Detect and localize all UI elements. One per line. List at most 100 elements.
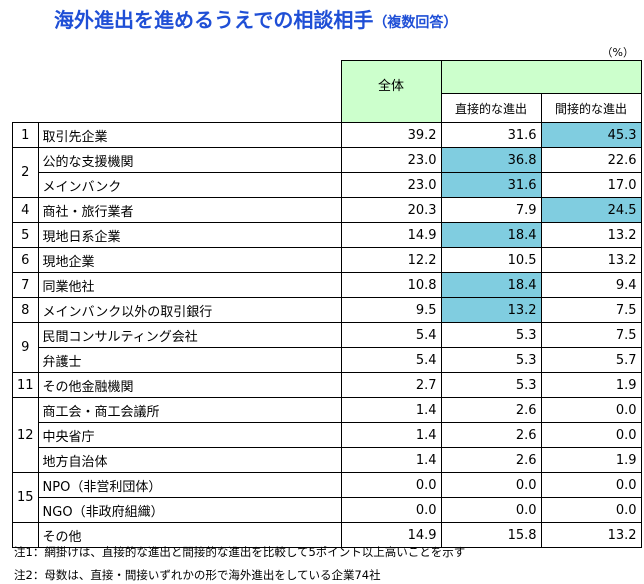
- header-total: 全体: [340, 60, 442, 123]
- partner-name: 中央省庁: [37, 422, 342, 448]
- total-value: 1.4: [340, 422, 442, 448]
- direct-value: 2.6: [440, 397, 542, 423]
- table-row: 15 NPO（非営利団体） 0.0 0.0 0.0: [12, 472, 642, 523]
- header-direct: 直接的な進出: [440, 93, 542, 123]
- partner-name: NGO（非政府組織）: [37, 497, 342, 523]
- total-value: 0.0: [340, 497, 442, 523]
- indirect-value: 9.4: [540, 272, 642, 298]
- note-1: 注1：網掛けは、直接的な進出と間接的な進出を比較して5ポイント以上高いことを示す: [14, 545, 466, 559]
- direct-value: 36.8: [440, 147, 542, 173]
- total-value: 14.9: [340, 222, 442, 248]
- partner-name: 弁護士: [37, 347, 342, 373]
- table-row: 8 メインバンク以外の取引銀行 9.5 13.2 7.5: [12, 297, 642, 323]
- table-row: 5 現地日系企業 14.9 18.4 13.2: [12, 222, 642, 248]
- rank-cell: 2: [12, 147, 39, 198]
- indirect-value: 0.0: [540, 497, 642, 523]
- partner-name: その他: [37, 522, 342, 548]
- partner-name: 民間コンサルティング会社: [37, 322, 342, 348]
- direct-value: 0.0: [440, 497, 542, 523]
- direct-value: 18.4: [440, 222, 542, 248]
- indirect-value: 22.6: [540, 147, 642, 173]
- partner-name: 現地日系企業: [37, 222, 342, 248]
- table-row: 7 同業他社 10.8 18.4 9.4: [12, 272, 642, 298]
- total-value: 14.9: [340, 522, 442, 548]
- table-row: 弁護士 5.4 5.3 5.7: [13, 347, 642, 373]
- direct-value: 2.6: [440, 447, 542, 473]
- title-sub: （複数回答）: [373, 15, 458, 31]
- table-body: 1 取引先企業 39.2 31.6 45.3 2 公的な支援機関 23.0 36.8 22.6 メイ…: [12, 122, 642, 548]
- table-row: NGO（非政府組織） 0.0 0.0 0.0: [13, 497, 642, 523]
- rank-cell: 7: [12, 272, 39, 298]
- table-row: 11 その他金融機関 2.7 5.3 1.9: [12, 372, 642, 398]
- direct-value: 13.2: [440, 297, 542, 323]
- direct-value: 7.9: [440, 197, 542, 223]
- total-value: 9.5: [340, 297, 442, 323]
- rank-cell: 15: [12, 472, 39, 523]
- total-value: 23.0: [340, 147, 442, 173]
- total-value: 12.2: [340, 247, 442, 273]
- partner-name: 現地企業: [37, 247, 342, 273]
- total-value: 20.3: [340, 197, 442, 223]
- table-row: 9 民間コンサルティング会社 5.4 5.3 7.5: [12, 322, 642, 373]
- header-indirect: 間接的な進出: [540, 93, 642, 123]
- direct-value: 15.8: [440, 522, 542, 548]
- title-main: 海外進出を進めるうえでの相談相手: [54, 8, 374, 32]
- table-row: 2 公的な支援機関 23.0 36.8 22.6: [12, 147, 642, 198]
- indirect-value: 24.5: [540, 197, 642, 223]
- indirect-value: 0.0: [540, 422, 642, 448]
- direct-value: 18.4: [440, 272, 542, 298]
- rank-cell: [12, 522, 39, 548]
- indirect-value: 7.5: [540, 297, 642, 323]
- total-value: 1.4: [340, 447, 442, 473]
- rank-cell: 11: [12, 372, 39, 398]
- table-row: 4 商社・旅行業者 20.3 7.9 24.5: [12, 197, 642, 223]
- table-row: その他 14.9 15.8 13.2: [12, 522, 642, 548]
- indirect-value: 5.7: [540, 347, 642, 373]
- total-value: 1.4: [340, 397, 442, 423]
- partner-name: 地方自治体: [37, 447, 342, 473]
- indirect-value: 0.0: [540, 472, 642, 498]
- indirect-value: 13.2: [540, 522, 642, 548]
- header-green-fill: [440, 59, 642, 94]
- table-row: 地方自治体 1.4 2.6 1.9: [13, 447, 642, 473]
- page-title: 海外進出を進めるうえでの相談相手（複数回答）: [54, 4, 457, 33]
- direct-value: 10.5: [440, 247, 542, 273]
- partner-name: 同業他社: [37, 272, 342, 298]
- partner-name: 商社・旅行業者: [37, 197, 342, 223]
- rank-cell: 1: [12, 122, 39, 148]
- partner-name: 商工会・商工会議所: [37, 397, 342, 423]
- total-value: 0.0: [340, 472, 442, 498]
- table-row: メインバンク 23.0 31.6 17.0: [13, 172, 642, 198]
- direct-value: 31.6: [440, 172, 542, 198]
- indirect-value: 1.9: [540, 447, 642, 473]
- indirect-value: 7.5: [540, 322, 642, 348]
- unit-label: （%）: [601, 46, 634, 59]
- table-row: 6 現地企業 12.2 10.5 13.2: [12, 247, 642, 273]
- total-value: 10.8: [340, 272, 442, 298]
- partner-name: メインバンク: [37, 172, 342, 198]
- rank-cell: 12: [12, 397, 39, 473]
- partner-name: その他金融機関: [37, 372, 342, 398]
- rank-cell: 6: [12, 247, 39, 273]
- partner-name: 公的な支援機関: [37, 147, 342, 173]
- table-row: 中央省庁 1.4 2.6 0.0: [13, 422, 642, 448]
- rank-cell: 4: [12, 197, 39, 223]
- total-value: 23.0: [340, 172, 442, 198]
- rank-cell: 5: [12, 222, 39, 248]
- table-row: 12 商工会・商工会議所 1.4 2.6 0.0: [12, 397, 642, 473]
- total-value: 5.4: [340, 347, 442, 373]
- direct-value: 0.0: [440, 472, 542, 498]
- rank-cell: 8: [12, 297, 39, 323]
- direct-value: 2.6: [440, 422, 542, 448]
- partner-name: メインバンク以外の取引銀行: [37, 297, 342, 323]
- indirect-value: 13.2: [540, 247, 642, 273]
- indirect-value: 17.0: [540, 172, 642, 198]
- total-value: 39.2: [340, 122, 442, 148]
- indirect-value: 45.3: [540, 122, 642, 148]
- total-value: 2.7: [340, 372, 442, 398]
- indirect-value: 1.9: [540, 372, 642, 398]
- consultation-table: 全体 直接的な進出 間接的な進出 1 取引先企業 39.2 31.6 45.3 2 公的な支…: [12, 59, 642, 548]
- rank-cell: 9: [12, 322, 39, 373]
- header-blank: [13, 61, 342, 123]
- direct-value: 5.3: [440, 372, 542, 398]
